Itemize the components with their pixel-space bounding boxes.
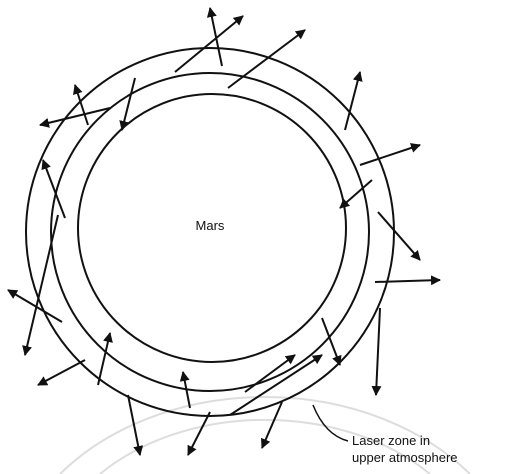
photon-arrows xyxy=(7,7,441,456)
planet-surface xyxy=(77,93,347,363)
zone-label-line: Laser zone in xyxy=(352,433,430,448)
outer-zone-boundary xyxy=(25,47,395,417)
label-leader xyxy=(312,404,349,442)
planet-label: Mars xyxy=(196,218,225,233)
zone-label-line: upper atmosphere xyxy=(352,450,458,465)
inner-zone-boundary xyxy=(50,72,370,392)
